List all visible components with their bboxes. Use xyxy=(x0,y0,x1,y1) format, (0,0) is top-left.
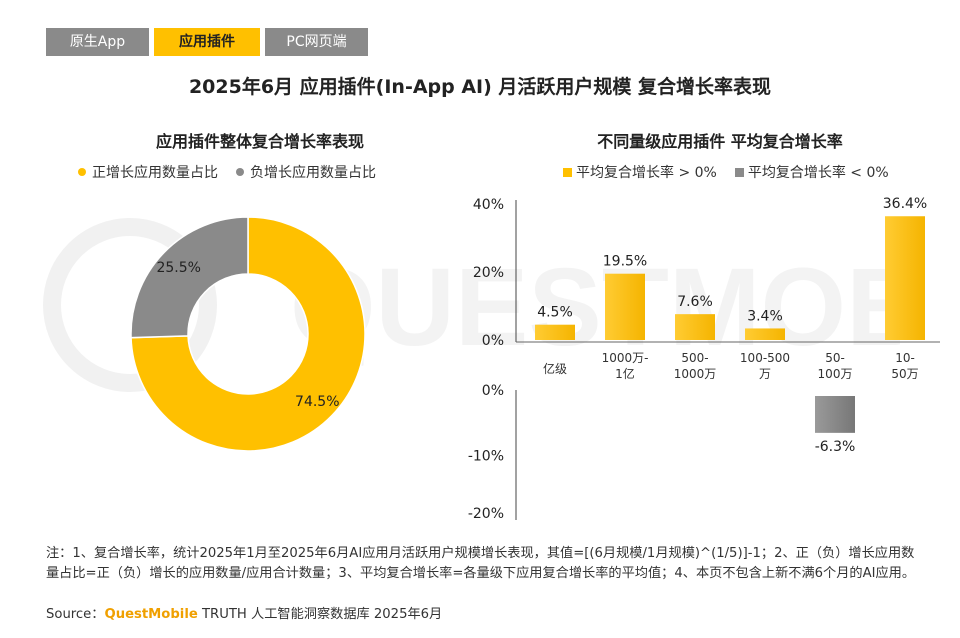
bar-chart-title: 不同量级应用插件 平均复合增长率 xyxy=(597,132,843,151)
source-brand: QuestMobile xyxy=(104,607,198,622)
category-label: 1000万-1亿 xyxy=(602,351,649,381)
tab-native-app[interactable]: 原生App xyxy=(46,28,149,56)
donut-legend: 正增长应用数量占比 负增长应用数量占比 xyxy=(78,162,394,182)
donut-slice-0 xyxy=(130,216,366,452)
bar-value-label: -6.3% xyxy=(815,439,856,455)
legend-swatch-grey xyxy=(734,167,744,177)
legend-label: 正增长应用数量占比 xyxy=(92,165,218,181)
donut-label-1: 25.5% xyxy=(156,260,200,276)
upper-tick-label: 0% xyxy=(482,333,504,349)
lower-tick-label: -10% xyxy=(468,449,504,465)
bar-legend: 平均复合增长率 > 0% 平均复合增长率 < 0% xyxy=(563,162,907,182)
bar-1 xyxy=(605,273,645,340)
legend-label: 平均复合增长率 < 0% xyxy=(747,165,889,181)
footnote: 注：1、复合增长率，统计2025年1月至2025年6月AI应用月活跃用户规模增长… xyxy=(46,546,916,581)
donut-chart: 74.5% 25.5% xyxy=(130,216,366,452)
legend-negative-rate: 平均复合增长率 < 0% xyxy=(734,162,889,182)
bar-value-label: 4.5% xyxy=(537,305,573,321)
category-label: 500-1000万 xyxy=(674,351,717,381)
bar-value-label: 36.4% xyxy=(883,196,927,212)
lower-tick-label: 0% xyxy=(482,383,504,399)
bar-4 xyxy=(815,396,855,433)
category-label: 10-50万 xyxy=(891,351,918,381)
tab-bar: 原生App 应用插件 PC网页端 xyxy=(46,28,368,56)
tab-pc-web[interactable]: PC网页端 xyxy=(265,28,368,56)
donut-label-0: 74.5% xyxy=(295,394,339,410)
bar-2 xyxy=(675,314,715,340)
tab-app-plugin[interactable]: 应用插件 xyxy=(154,28,260,56)
source-prefix: Source： xyxy=(46,607,105,622)
legend-negative-share: 负增长应用数量占比 xyxy=(236,162,376,182)
legend-swatch-yellow xyxy=(78,168,86,176)
upper-tick-label: 40% xyxy=(473,197,504,213)
category-label: 50-100万 xyxy=(818,351,853,381)
donut-chart-title: 应用插件整体复合增长率表现 xyxy=(155,132,364,151)
bar-chart: 40% 20% 0% 0% -10% -20% 4.5% 亿级 19.5% 1000万-1亿 7.6… xyxy=(468,196,940,522)
legend-positive-rate: 平均复合增长率 > 0% xyxy=(563,162,717,182)
bar-3 xyxy=(745,328,785,340)
bar-value-label: 7.6% xyxy=(677,294,713,310)
lower-tick-label: -20% xyxy=(468,506,504,522)
donut-slice-1 xyxy=(130,216,249,339)
bar-value-label: 3.4% xyxy=(747,308,783,324)
legend-label: 负增长应用数量占比 xyxy=(250,165,376,181)
page-title: 2025年6月 应用插件(In-App AI) 月活跃用户规模 复合增长率表现 xyxy=(188,76,772,98)
source-suffix: TRUTH 人工智能洞察数据库 2025年6月 xyxy=(197,607,443,622)
category-label: 亿级 xyxy=(543,361,567,376)
source-line: Source：QuestMobile TRUTH 人工智能洞察数据库 2025年… xyxy=(46,603,442,622)
bar-0 xyxy=(535,324,575,340)
bar-value-label: 19.5% xyxy=(603,254,647,270)
bar-5 xyxy=(885,216,925,340)
category-label: 100-500 万 xyxy=(740,351,790,381)
upper-tick-label: 20% xyxy=(473,265,504,281)
legend-swatch-yellow xyxy=(563,167,572,177)
legend-positive-share: 正增长应用数量占比 xyxy=(78,162,218,182)
legend-swatch-grey xyxy=(236,168,244,176)
legend-label: 平均复合增长率 > 0% xyxy=(576,165,717,181)
